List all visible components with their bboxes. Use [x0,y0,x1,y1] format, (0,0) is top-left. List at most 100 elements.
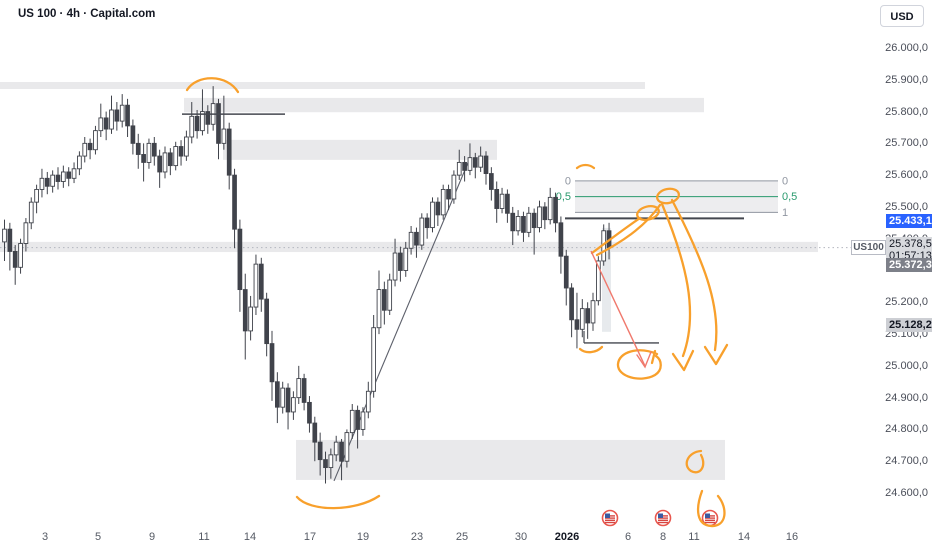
price-tick-label: 25.200,0 [885,296,928,309]
candle-body [205,111,211,125]
currency-button[interactable]: USD [880,5,924,27]
zone-25680[interactable] [223,139,497,160]
time-axis[interactable]: 3 5 9 11 14 17 19 23 25 30 2026 6 8 11 14 16 [0,524,932,550]
candle-body [221,128,227,144]
candle-body [34,188,39,203]
candle-body [531,212,537,229]
down-arrow-2-head[interactable] [703,343,729,366]
price-tick-label: 25.600,0 [885,169,928,182]
candle-body [392,252,398,281]
time-tick-label: 11 [198,531,210,543]
candle-body [419,217,425,246]
candle-body [200,111,205,132]
candle-body [478,155,483,168]
candle-body [242,289,248,332]
candle-body [489,173,494,190]
red-projection-arrow[interactable] [590,250,646,367]
small-circle-annotation-1[interactable] [636,204,660,222]
price-tick-label: 24.900,0 [885,391,928,404]
candle-body [194,115,200,132]
candle-body [339,441,344,462]
candle-body [61,171,66,182]
candle-body [146,142,152,163]
candle-body [87,142,93,151]
candle-body [135,142,141,155]
candle-body [585,308,590,324]
zone-24700[interactable] [296,439,725,480]
candle-body [55,174,61,182]
down-arrow-1[interactable] [660,202,692,358]
zone-25800[interactable] [184,97,704,113]
small-arc-annotation[interactable] [578,345,604,354]
candle-body [7,228,13,252]
candle-body [414,231,419,246]
down-arrow-1-head[interactable] [671,349,695,372]
candle-body [505,193,510,214]
candle-body [98,117,104,132]
candle-body [462,161,467,171]
candle-body [109,109,114,130]
candle-body [93,130,98,151]
price-axis[interactable]: 26.000,0 25.900,0 25.800,0 25.700,0 25.600,0… [862,0,932,524]
candle-body [173,146,179,167]
candle-body [114,109,120,122]
candle-body [398,252,403,271]
candle-body [382,289,387,311]
alert-level-badge: 25.128,2 [886,318,932,333]
candle-body [472,157,478,168]
symbol-price-tag: US100 [851,239,886,255]
candle-body [151,142,157,157]
candle-body [456,161,462,176]
time-tick-label: 11 [688,531,700,543]
target-loop-annotation[interactable] [616,349,662,380]
event-loop-annotation[interactable] [696,489,726,528]
candle-body [430,201,435,229]
candle-body [264,298,269,345]
candle-body [590,300,596,324]
candle-body [77,155,82,170]
symbol-legend[interactable]: US 100 · 4h · Capital.com [18,8,156,20]
us-economic-event-icon[interactable] [601,509,619,527]
arc-over-peak-annotation[interactable] [185,77,240,94]
price-tick-label: 24.700,0 [885,455,928,468]
fib-dash-annotation[interactable] [575,163,596,170]
candle-body [226,128,232,176]
arc-under-low-annotation[interactable] [295,494,381,510]
price-tick-label: 24.600,0 [885,486,928,499]
candle-body [596,260,601,302]
us-economic-event-icon[interactable] [654,509,672,527]
candle-body [317,441,323,461]
candle-body [365,390,371,413]
small-circle-annotation-2[interactable] [655,187,681,205]
candle-body [141,154,146,163]
projection-line-1[interactable] [590,216,642,255]
candle-body [237,228,243,291]
time-tick-label: 5 [94,531,102,543]
circle-squiggle-annotation[interactable] [685,449,705,474]
projection-line-2[interactable] [595,203,662,257]
candle-body [189,115,195,138]
price-tick-label: 25.800,0 [885,105,928,118]
down-arrow-2[interactable] [670,198,718,352]
zone-25880[interactable] [0,82,645,90]
candle-body [119,104,125,122]
candle-body [269,343,275,383]
candle-body [50,174,55,187]
bid-price-badge: 25.372,3 [886,257,932,272]
time-tick-label: 6 [624,531,632,543]
candle-body [178,146,184,157]
target-loop-tick[interactable] [650,349,657,365]
candle-body [563,255,569,289]
candle-body [521,216,526,233]
candle-body [162,152,168,173]
candle-body [344,432,350,462]
candle-body [467,157,473,171]
highlight-column [602,227,611,332]
candle-body [542,206,548,221]
candle-body [435,201,441,216]
candle-body [12,250,18,268]
candle-body [301,378,307,403]
time-tick-label: 16 [785,531,799,543]
candle-body [328,454,334,469]
